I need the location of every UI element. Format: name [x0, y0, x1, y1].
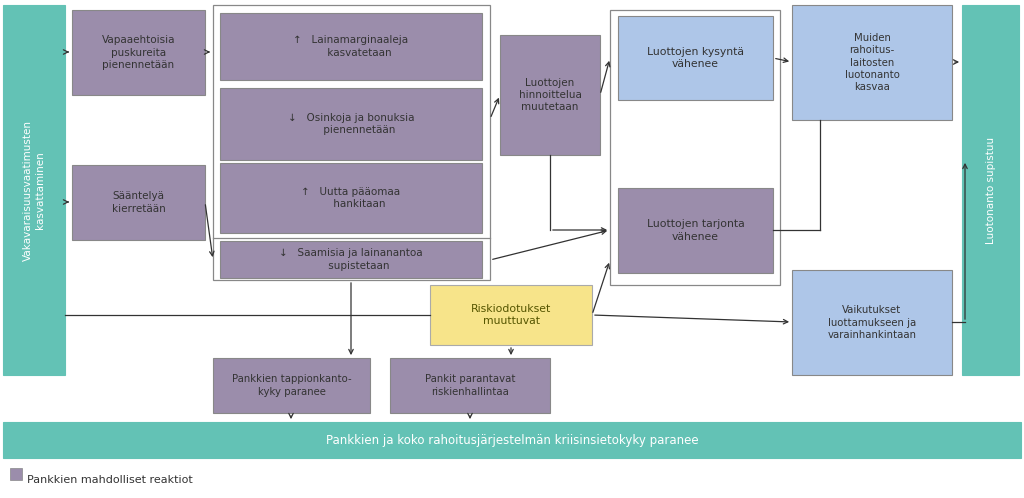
FancyBboxPatch shape [962, 5, 1019, 375]
FancyBboxPatch shape [220, 163, 482, 233]
FancyBboxPatch shape [500, 35, 600, 155]
FancyBboxPatch shape [792, 5, 952, 120]
Text: ↓   Saamisia ja lainanantoa
     supistetaan: ↓ Saamisia ja lainanantoa supistetaan [280, 249, 423, 271]
FancyBboxPatch shape [430, 285, 592, 345]
FancyBboxPatch shape [220, 88, 482, 160]
FancyBboxPatch shape [390, 358, 550, 413]
Text: Luottojen tarjonta
vähenee: Luottojen tarjonta vähenee [646, 219, 744, 242]
Text: Pankkien ja koko rahoitusjärjestelmän kriisinsietokyky paranee: Pankkien ja koko rahoitusjärjestelmän kr… [326, 433, 698, 447]
FancyBboxPatch shape [610, 10, 780, 285]
Text: Luottojen kysyntä
vähenee: Luottojen kysyntä vähenee [647, 47, 744, 69]
Text: ↑   Lainamarginaaleja
     kasvatetaan: ↑ Lainamarginaaleja kasvatetaan [294, 35, 409, 58]
Text: Luotonanto supistuu: Luotonanto supistuu [985, 136, 995, 244]
FancyBboxPatch shape [618, 188, 773, 273]
FancyBboxPatch shape [618, 16, 773, 100]
FancyBboxPatch shape [213, 358, 370, 413]
FancyBboxPatch shape [213, 5, 490, 280]
Text: Pankit parantavat
riskienhallintaa: Pankit parantavat riskienhallintaa [425, 374, 515, 397]
Text: Riskiodotukset
muuttuvat: Riskiodotukset muuttuvat [471, 304, 551, 326]
FancyBboxPatch shape [3, 422, 1021, 458]
Text: ↓   Osinkoja ja bonuksia
     pienennetään: ↓ Osinkoja ja bonuksia pienennetään [288, 113, 415, 135]
FancyBboxPatch shape [72, 10, 205, 95]
FancyBboxPatch shape [3, 5, 65, 375]
Text: Pankkien mahdolliset reaktiot: Pankkien mahdolliset reaktiot [27, 475, 193, 485]
FancyBboxPatch shape [10, 468, 22, 480]
Text: Luottojen
hinnoittelua
muutetaan: Luottojen hinnoittelua muutetaan [518, 78, 582, 113]
Text: Sääntelyä
kierretään: Sääntelyä kierretään [112, 191, 165, 214]
Text: Pankkien tappionkanto-
kyky paranee: Pankkien tappionkanto- kyky paranee [231, 374, 351, 397]
FancyBboxPatch shape [220, 241, 482, 278]
Text: Vapaaehtoisia
puskureita
pienennetään: Vapaaehtoisia puskureita pienennetään [101, 35, 175, 70]
FancyBboxPatch shape [792, 270, 952, 375]
Text: Vakavaraisuusvaatimusten
kasvattaminen: Vakavaraisuusvaatimusten kasvattaminen [23, 120, 45, 260]
Text: Muiden
rahoitus-
laitosten
luotonanto
kasvaa: Muiden rahoitus- laitosten luotonanto ka… [845, 33, 899, 92]
FancyBboxPatch shape [220, 13, 482, 80]
Text: Vaikutukset
luottamukseen ja
varainhankintaan: Vaikutukset luottamukseen ja varainhanki… [827, 305, 916, 340]
Text: ↑   Uutta pääomaa
     hankitaan: ↑ Uutta pääomaa hankitaan [301, 187, 400, 209]
FancyBboxPatch shape [72, 165, 205, 240]
